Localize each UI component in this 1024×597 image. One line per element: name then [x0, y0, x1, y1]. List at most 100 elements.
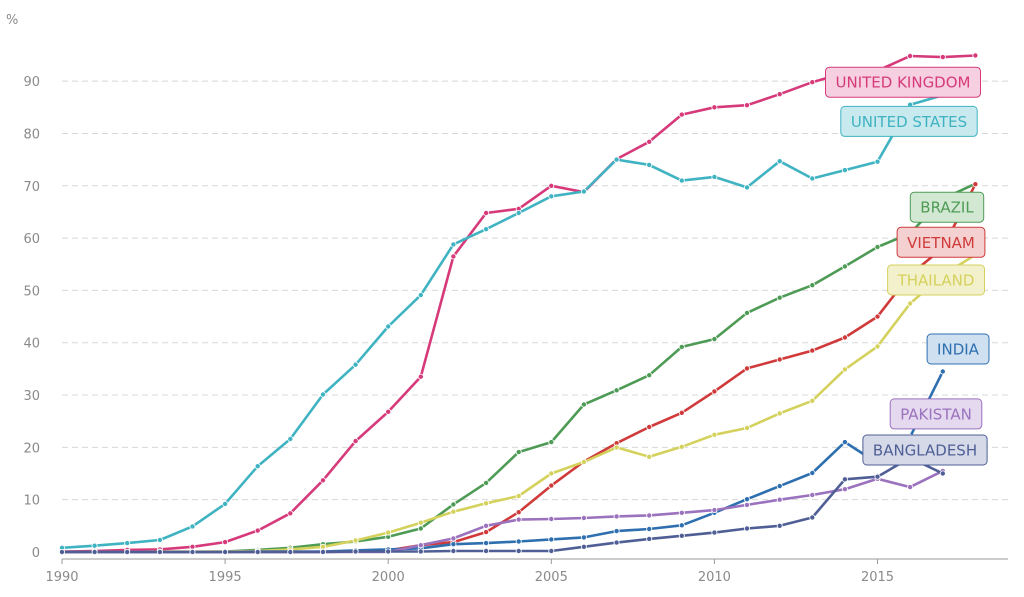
- data-point: [189, 549, 196, 556]
- series-label-text: UNITED STATES: [851, 113, 967, 131]
- series-united-kingdom: [59, 52, 979, 555]
- series-label-bangladesh: BANGLADESH: [862, 434, 988, 466]
- data-point: [515, 509, 522, 516]
- data-point: [841, 439, 848, 446]
- data-point: [744, 424, 751, 431]
- data-point: [483, 209, 490, 216]
- data-point: [744, 309, 751, 316]
- data-point: [711, 431, 718, 438]
- series-label-box: [896, 226, 986, 258]
- series-line-pakistan: [60, 469, 945, 554]
- data-point: [385, 323, 392, 330]
- data-point: [711, 529, 718, 536]
- data-point: [711, 507, 718, 514]
- data-point: [515, 548, 522, 555]
- series-label-text: INDIA: [937, 341, 980, 359]
- data-point: [678, 343, 685, 350]
- data-point: [711, 173, 718, 180]
- data-point: [91, 549, 98, 556]
- data-point: [841, 476, 848, 483]
- data-point: [646, 161, 653, 168]
- y-unit-label: %: [6, 13, 18, 28]
- data-point: [646, 512, 653, 519]
- series-label-pakistan: PAKISTAN: [889, 398, 983, 430]
- y-tick-label: 30: [23, 389, 40, 404]
- x-tick-label: 2005: [535, 570, 568, 585]
- data-point: [646, 453, 653, 460]
- data-point: [483, 540, 490, 547]
- data-point: [450, 508, 457, 515]
- y-tick-label: 80: [23, 127, 40, 142]
- series-label-box: [825, 66, 981, 98]
- data-point: [548, 182, 555, 189]
- data-point: [776, 483, 783, 490]
- data-point: [678, 522, 685, 529]
- data-point: [352, 361, 359, 368]
- data-point: [744, 365, 751, 372]
- data-point: [417, 548, 424, 555]
- series-bangladesh: [59, 454, 946, 556]
- series-label-text: PAKISTAN: [900, 405, 972, 423]
- data-point: [483, 226, 490, 233]
- x-tick-label: 2010: [698, 570, 731, 585]
- data-point: [874, 343, 881, 350]
- data-point: [678, 409, 685, 416]
- data-point: [352, 548, 359, 555]
- data-point: [809, 347, 816, 354]
- data-point: [352, 438, 359, 445]
- y-tick-label: 70: [23, 180, 40, 195]
- data-point: [417, 519, 424, 526]
- data-point: [156, 537, 163, 544]
- data-point: [744, 496, 751, 503]
- series-line-bangladesh: [60, 456, 945, 554]
- y-tick-label: 60: [23, 232, 40, 247]
- data-point: [580, 401, 587, 408]
- data-point: [287, 510, 294, 517]
- y-axis-ticks: 0 10 20 30 40 50 60 70 80 90: [23, 75, 40, 561]
- data-point: [548, 470, 555, 477]
- x-tick-label: 2015: [861, 570, 894, 585]
- data-point: [548, 516, 555, 523]
- series-label-box: [909, 191, 985, 223]
- data-point: [972, 181, 979, 188]
- data-point: [319, 477, 326, 484]
- data-point: [613, 444, 620, 451]
- data-point: [809, 175, 816, 182]
- data-point: [417, 373, 424, 380]
- data-point: [809, 79, 816, 86]
- data-point: [548, 548, 555, 555]
- data-point: [678, 532, 685, 539]
- series-line-thailand: [60, 253, 977, 554]
- data-point: [124, 540, 131, 547]
- series-label-united-states: UNITED STATES: [840, 105, 978, 137]
- x-axis: 1990 1995 2000 2005 2010 2015: [45, 558, 1008, 585]
- data-point: [939, 470, 946, 477]
- data-point: [91, 542, 98, 549]
- y-tick-label: 40: [23, 337, 40, 352]
- data-point: [59, 549, 66, 556]
- data-point: [776, 91, 783, 98]
- data-point: [515, 492, 522, 499]
- data-point: [450, 241, 457, 248]
- data-point: [450, 501, 457, 508]
- data-point: [319, 391, 326, 398]
- data-point: [678, 443, 685, 450]
- data-point: [189, 523, 196, 530]
- data-point: [319, 549, 326, 556]
- x-tick-label: 1990: [45, 570, 78, 585]
- data-point: [776, 496, 783, 503]
- series-line-united-kingdom: [60, 54, 977, 553]
- data-point: [678, 509, 685, 516]
- data-point: [613, 513, 620, 520]
- data-point: [580, 543, 587, 550]
- data-point: [515, 209, 522, 216]
- y-tick-label: 50: [23, 284, 40, 299]
- data-point: [939, 54, 946, 61]
- data-point: [417, 292, 424, 299]
- data-point: [744, 184, 751, 191]
- data-point: [809, 469, 816, 476]
- data-point: [776, 356, 783, 363]
- series-label-text: BANGLADESH: [873, 441, 977, 459]
- series-label-box: [889, 398, 983, 430]
